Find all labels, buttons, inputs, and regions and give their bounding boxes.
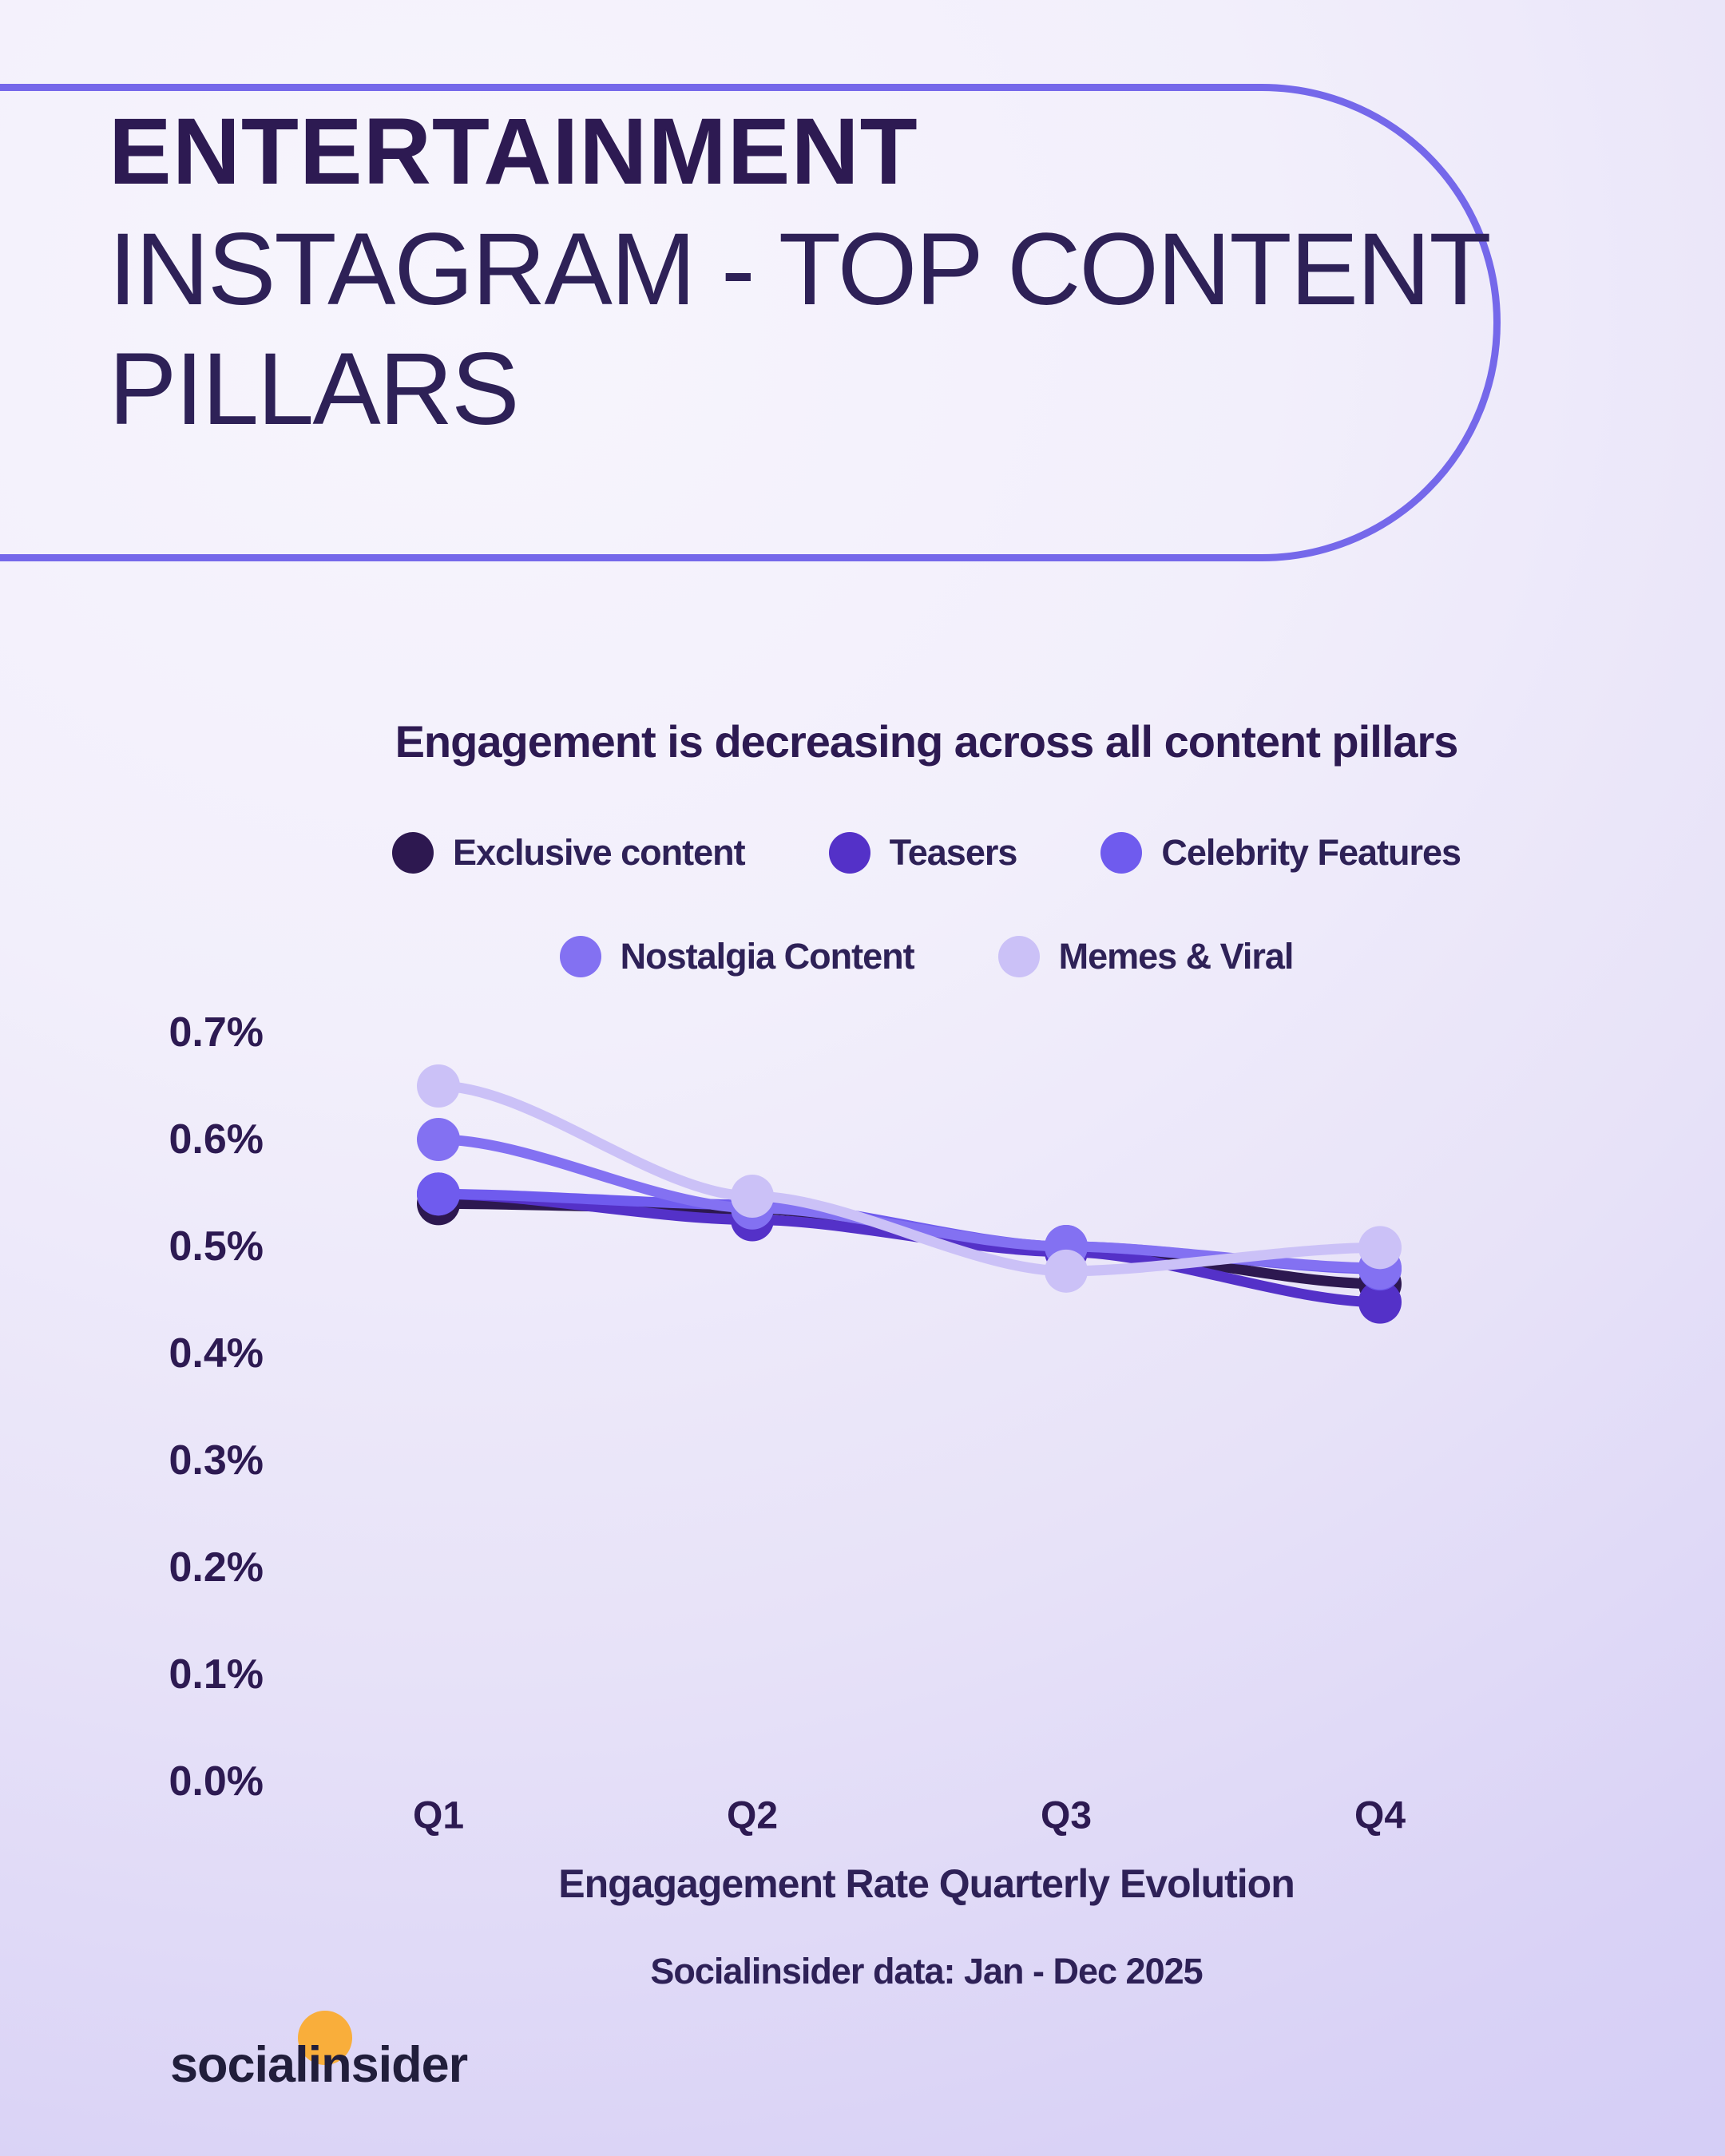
data-point-memes-viral-Q4 [1358,1226,1402,1270]
data-point-memes-viral-Q1 [417,1064,460,1108]
x-tick-label-Q2: Q2 [727,1795,778,1837]
y-tick-label-0.1: 0.1% [169,1651,264,1698]
data-source-caption: Socialinsider data: Jan - Dec 2025 [650,1951,1203,1992]
socialinsider-logo: socialinsider [170,2007,649,2135]
y-tick-label-0.4: 0.4% [169,1330,264,1377]
header-pill-outline [0,84,1501,561]
y-tick-label-0.2: 0.2% [169,1544,264,1591]
logo-orange-dot-icon [298,2011,352,2065]
y-tick-label-0.7: 0.7% [169,1009,264,1056]
page-title: ENTERTAINMENT INSTAGRAM - TOP CONTENT PI… [109,94,1546,450]
data-point-memes-viral-Q3 [1045,1249,1088,1293]
legend-item-exclusive-content: Exclusive content [391,832,746,874]
y-tick-label-0.3: 0.3% [169,1437,264,1484]
x-tick-label-Q4: Q4 [1354,1795,1406,1837]
x-tick-label-Q1: Q1 [413,1795,464,1837]
legend-label-nostalgia-content: Nostalgia Content [620,936,915,977]
x-tick-label-Q3: Q3 [1041,1795,1092,1837]
data-point-celebrity-features-Q1 [417,1172,460,1216]
y-tick-label-0.0: 0.0% [169,1758,264,1805]
legend-dot-icon-teasers [828,832,870,874]
series-line-teasers [433,1188,1386,1308]
legend-label-celebrity-features: Celebrity Features [1161,832,1461,873]
legend-row-1: Exclusive content Teasers Celebrity Featur… [256,832,1597,874]
series-line-memes-viral [433,1080,1386,1277]
legend-item-nostalgia-content: Nostalgia Content [559,936,915,977]
title-line-2: INSTAGRAM - TOP CONTENT [109,212,1492,327]
data-point-teasers-Q4 [1358,1280,1402,1324]
data-point-nostalgia-content-Q1 [417,1118,460,1161]
legend-label-teasers: Teasers [889,832,1018,873]
x-axis-title: Engagagement Rate Quarterly Evolution [558,1861,1295,1906]
y-tick-label-0.6: 0.6% [169,1116,264,1163]
logo-text: socialinsider [170,2037,468,2093]
legend-label-memes-viral: Memes & Viral [1058,936,1295,977]
legend-dot-icon-nostalgia-content [559,936,601,977]
legend-dot-icon-celebrity-features [1100,832,1143,874]
legend-dot-icon-exclusive-content [391,832,434,874]
legend-label-exclusive-content: Exclusive content [452,832,746,873]
data-point-memes-viral-Q2 [731,1175,774,1219]
y-tick-label-0.5: 0.5% [169,1223,264,1270]
chart-subtitle: Engagement is decreasing across all cont… [395,716,1459,767]
legend-item-memes-viral: Memes & Viral [997,936,1295,977]
legend-dot-icon-memes-viral [997,936,1040,977]
title-line-3: PILLARS [109,332,520,446]
legend-item-celebrity-features: Celebrity Features [1100,832,1461,874]
series-line-exclusive-content [433,1198,1386,1290]
title-line-1: ENTERTAINMENT [109,99,918,204]
legend-row-2: Nostalgia Content Memes & Viral [256,936,1597,977]
legend-item-teasers: Teasers [828,832,1018,874]
